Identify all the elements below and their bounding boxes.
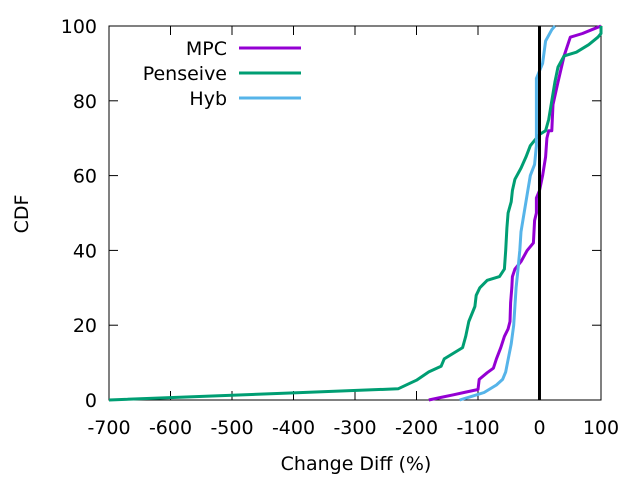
x-tick-label: -600 bbox=[149, 417, 192, 439]
y-tick-label: 60 bbox=[73, 166, 97, 188]
y-tick-label: 20 bbox=[73, 315, 97, 337]
legend: MPC Penseive Hyb bbox=[143, 38, 301, 110]
x-tick-label: -200 bbox=[395, 417, 438, 439]
x-tick-label: 100 bbox=[583, 417, 619, 439]
series-line-mpc bbox=[428, 24, 602, 402]
y-tick-label: 40 bbox=[73, 240, 97, 262]
x-tick-label: -300 bbox=[333, 417, 376, 439]
plot-area: -700 -600 -500 -400 -300 -200 -100 0 100 0 20 40 60 8… bbox=[61, 16, 619, 439]
series-line-penseive bbox=[108, 26, 603, 402]
legend-label: Hyb bbox=[189, 88, 227, 110]
y-tick-label: 80 bbox=[73, 91, 97, 113]
x-tick-label: -400 bbox=[272, 417, 315, 439]
x-tick-label: -500 bbox=[210, 417, 253, 439]
legend-label: MPC bbox=[186, 38, 227, 60]
y-axis-label: CDF bbox=[11, 195, 33, 234]
legend-label: Penseive bbox=[143, 63, 227, 85]
x-tick-label: 0 bbox=[533, 417, 545, 439]
x-tick-label: -100 bbox=[456, 417, 499, 439]
y-tick-label: 0 bbox=[85, 390, 97, 412]
y-tick-label: 100 bbox=[61, 16, 97, 38]
series-line-hyb bbox=[459, 25, 557, 402]
x-axis-label: Change Diff (%) bbox=[281, 453, 432, 475]
x-tick-label: -700 bbox=[87, 417, 130, 439]
